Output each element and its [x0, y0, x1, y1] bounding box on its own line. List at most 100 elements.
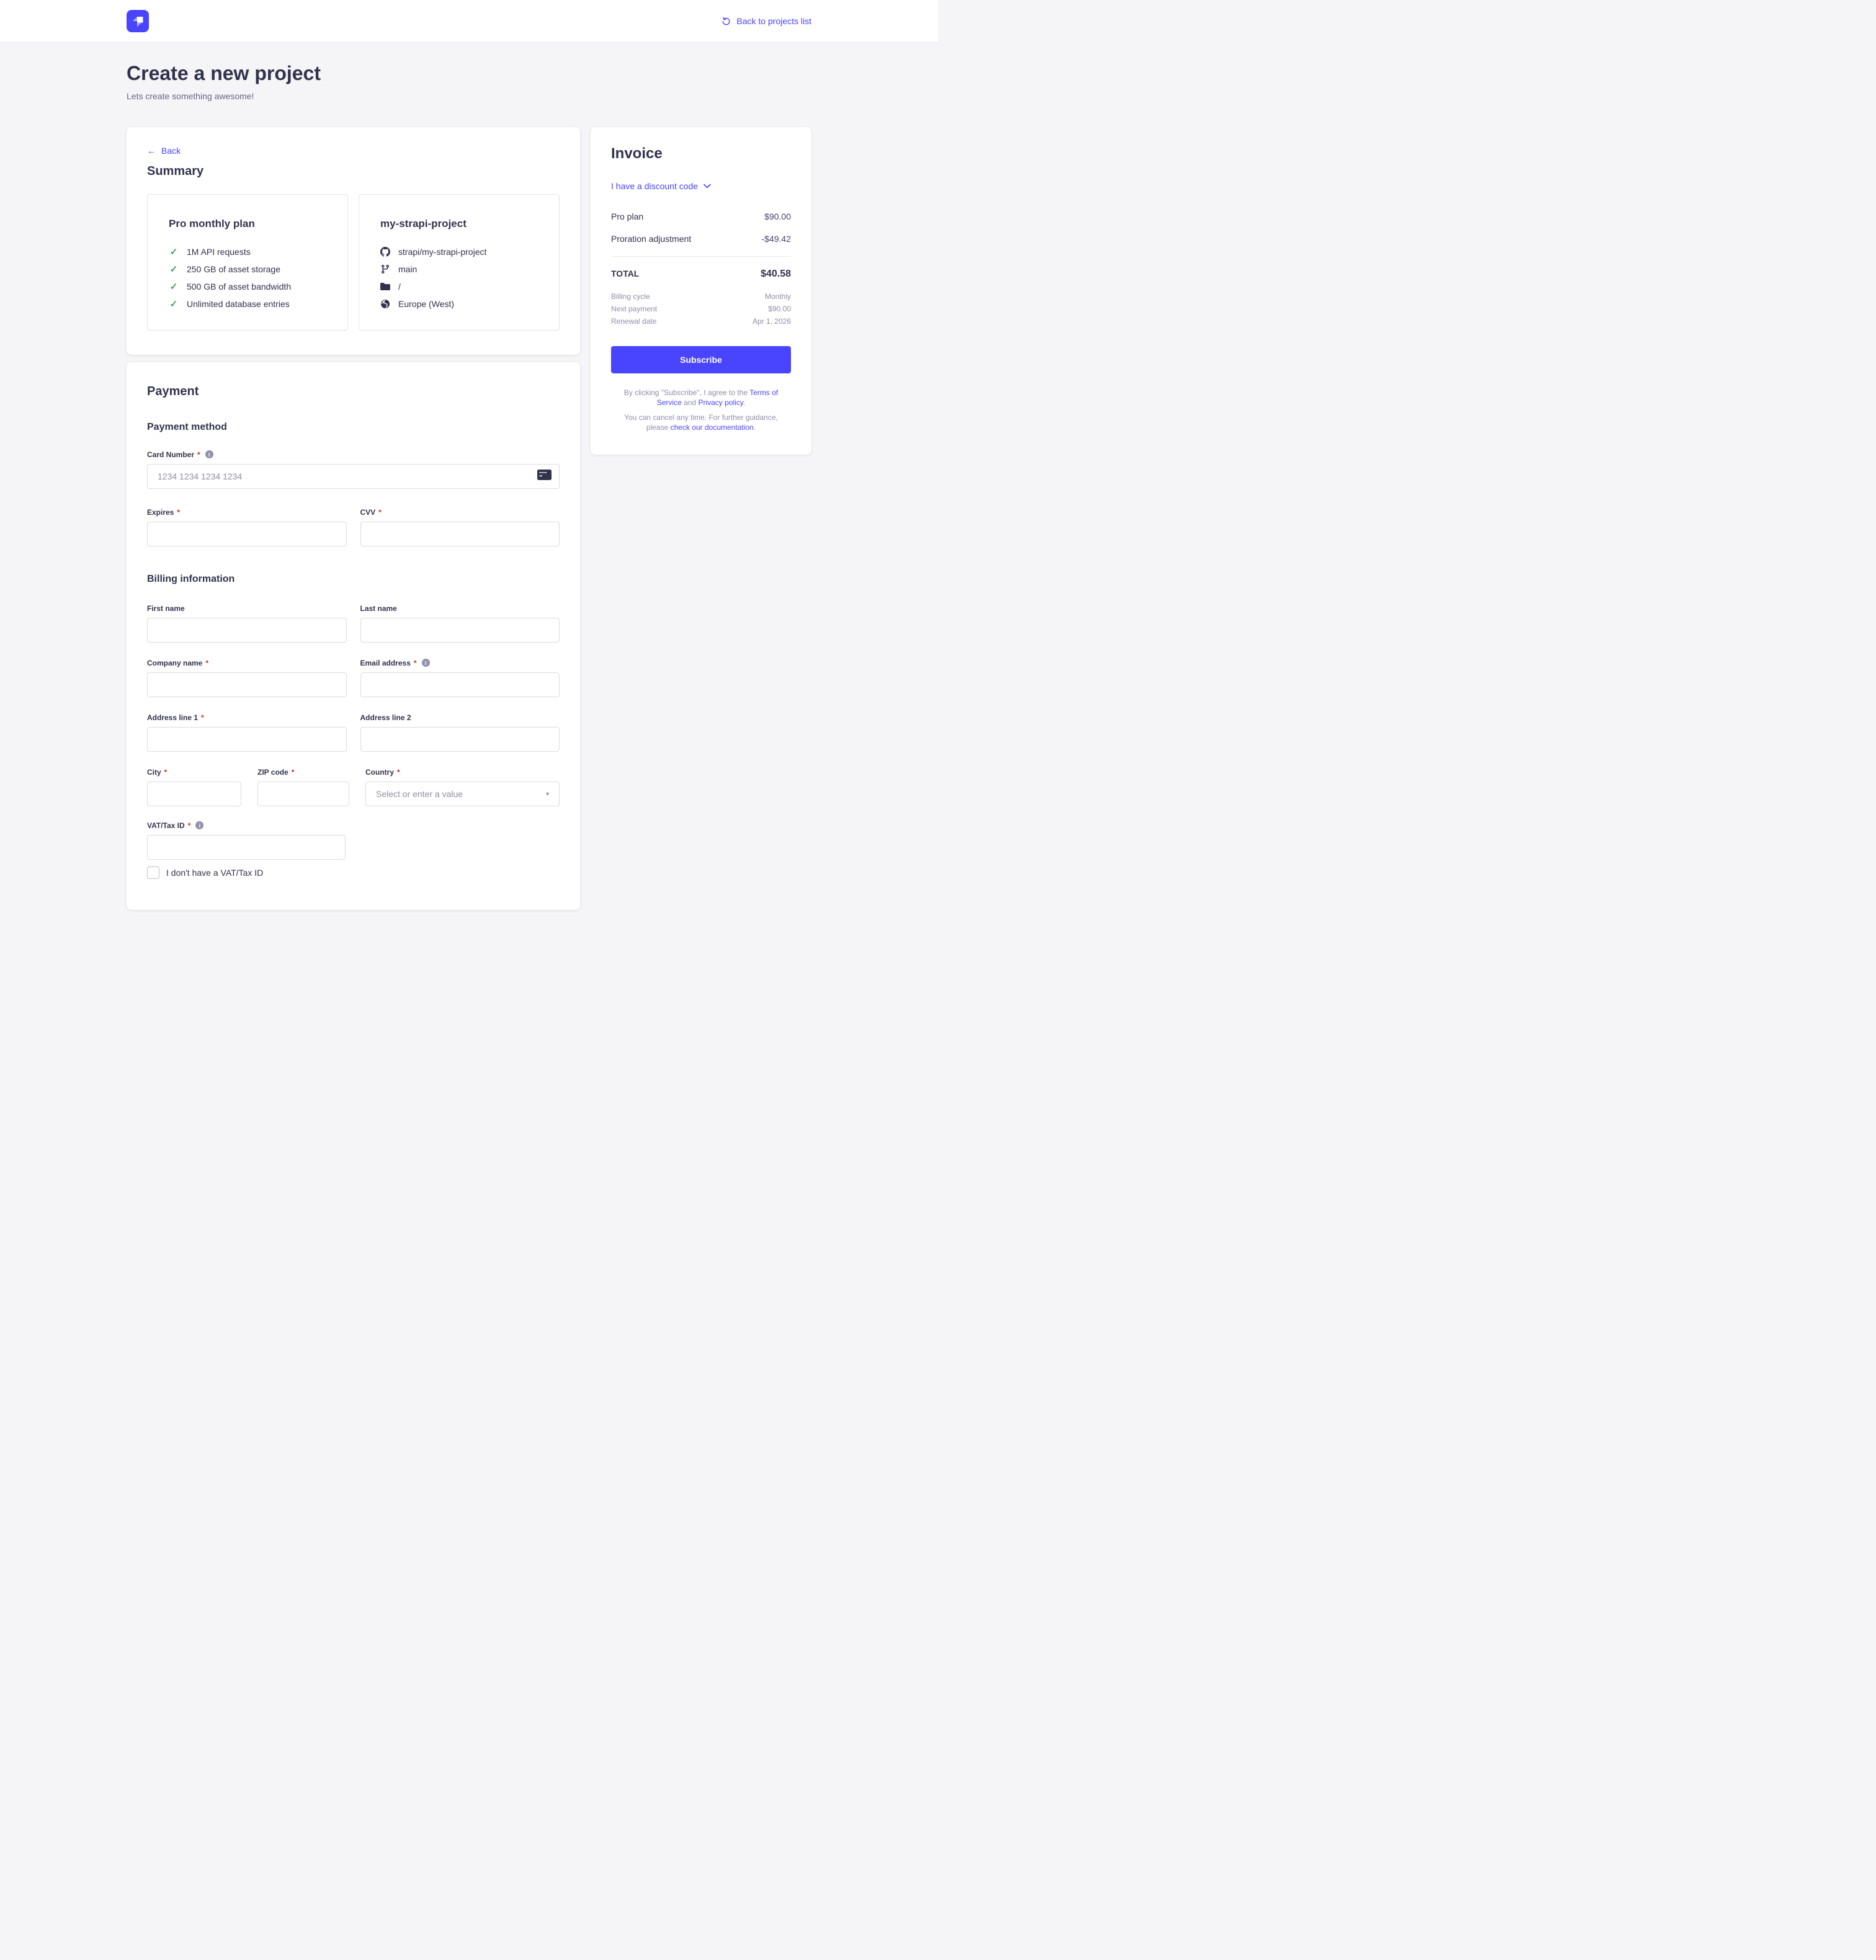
address2-label: Address line 2	[360, 713, 411, 722]
project-repo-label: strapi/my-strapi-project	[398, 247, 487, 257]
documentation-link[interactable]: check our documentation	[670, 423, 754, 432]
credit-card-icon	[537, 470, 552, 483]
project-region-label: Europe (West)	[398, 299, 454, 309]
back-link-label: Back	[161, 146, 181, 156]
back-link[interactable]: ← Back	[147, 146, 181, 156]
plan-feature-label: Unlimited database entries	[187, 299, 290, 309]
address2-input[interactable]	[360, 727, 560, 752]
address1-group: Address line 1 *	[147, 713, 347, 752]
invoice-detail-row: Billing cycle Monthly	[611, 290, 791, 303]
terms-of-service-link[interactable]: Terms of Service	[656, 388, 779, 407]
required-marker: *	[197, 450, 200, 459]
terms-middle: and	[681, 398, 699, 407]
project-repo-row: strapi/my-strapi-project	[380, 243, 538, 261]
expires-group: Expires *	[147, 507, 347, 546]
vat-label: VAT/Tax ID	[147, 821, 185, 830]
plan-feature-label: 1M API requests	[187, 247, 251, 257]
country-select[interactable]: Select or enter a value ▼	[365, 782, 560, 806]
company-group: Company name *	[147, 658, 347, 697]
line-item-label: Proration adjustment	[611, 234, 692, 244]
required-marker: *	[378, 507, 382, 517]
cancel-suffix: .	[753, 423, 756, 432]
terms-suffix: .	[743, 398, 746, 407]
git-branch-icon	[380, 264, 390, 274]
check-icon: ✓	[169, 247, 178, 257]
github-icon	[380, 247, 390, 257]
discount-code-label: I have a discount code	[611, 181, 699, 191]
required-marker: *	[205, 658, 209, 667]
back-arrow-icon: ←	[147, 146, 156, 156]
last-name-input[interactable]	[360, 618, 560, 643]
address2-group: Address line 2	[360, 713, 560, 752]
summary-title: Summary	[147, 164, 204, 178]
back-to-projects-link[interactable]: Back to projects list	[721, 16, 811, 26]
required-marker: *	[201, 713, 204, 722]
globe-icon	[380, 299, 390, 309]
cvv-label: CVV	[360, 507, 376, 517]
required-marker: *	[164, 767, 168, 777]
required-marker: *	[187, 821, 191, 830]
line-item-label: Pro plan	[611, 212, 644, 221]
first-name-input[interactable]	[147, 618, 347, 643]
strapi-logo-icon	[127, 10, 149, 32]
detail-value: $90.00	[768, 305, 791, 313]
no-vat-checkbox-label[interactable]: I don't have a VAT/Tax ID	[166, 868, 264, 878]
cancel-text: You can cancel any time. For further gui…	[617, 412, 785, 432]
chevron-down-icon	[704, 184, 711, 189]
invoice-detail-row: Next payment $90.00	[611, 303, 791, 315]
discount-code-toggle[interactable]: I have a discount code	[611, 181, 711, 191]
project-directory-row: /	[380, 278, 538, 295]
plan-feature-label: 250 GB of asset storage	[187, 264, 280, 274]
detail-value: Monthly	[764, 292, 791, 301]
folder-icon	[380, 282, 390, 292]
info-icon[interactable]: i	[421, 659, 430, 667]
company-input[interactable]	[147, 672, 347, 697]
plan-feature-label: 500 GB of asset bandwidth	[187, 282, 292, 292]
detail-value: Apr 1, 2026	[752, 317, 791, 326]
vat-input[interactable]	[147, 835, 346, 860]
project-region-row: Europe (West)	[380, 295, 538, 313]
address1-label: Address line 1	[147, 713, 199, 722]
zip-label: ZIP code	[257, 767, 288, 777]
info-icon[interactable]: i	[205, 450, 213, 458]
city-group: City *	[147, 767, 241, 806]
country-group: Country * Select or enter a value ▼	[365, 767, 560, 806]
first-name-label: First name	[147, 604, 185, 613]
zip-group: ZIP code *	[257, 767, 349, 806]
detail-label: Renewal date	[611, 317, 657, 326]
address1-input[interactable]	[147, 727, 347, 752]
cancel-prefix: You can cancel any time. For further gui…	[624, 413, 778, 432]
check-icon: ✓	[169, 282, 178, 292]
invoice-detail-row: Renewal date Apr 1, 2026	[611, 315, 791, 327]
line-item-value: -$49.42	[761, 234, 791, 244]
invoice-card: Invoice I have a discount code Pro plan …	[591, 127, 811, 455]
expires-input[interactable]	[147, 522, 347, 546]
city-input[interactable]	[147, 782, 241, 806]
last-name-label: Last name	[360, 604, 397, 613]
no-vat-checkbox[interactable]	[147, 866, 159, 879]
page-subtitle: Lets create something awesome!	[127, 91, 254, 101]
card-number-input[interactable]	[147, 464, 560, 489]
email-input[interactable]	[360, 672, 560, 697]
email-group: Email address * i	[360, 658, 560, 697]
privacy-policy-link[interactable]: Privacy policy	[698, 398, 743, 407]
city-label: City	[147, 767, 161, 777]
plan-feature: ✓ 250 GB of asset storage	[169, 261, 326, 278]
summary-card: ← Back Summary Pro monthly plan ✓ 1M API…	[127, 127, 580, 355]
country-label: Country	[365, 767, 394, 777]
invoice-divider	[611, 256, 791, 257]
email-label: Email address	[360, 658, 411, 667]
subscribe-button[interactable]: Subscribe	[611, 346, 791, 373]
invoice-line-item: Pro plan $90.00	[611, 212, 791, 221]
card-number-label: Card Number	[147, 450, 195, 459]
first-name-group: First name	[147, 604, 347, 643]
total-value: $40.58	[761, 269, 791, 279]
info-icon[interactable]: i	[195, 821, 204, 829]
detail-label: Billing cycle	[611, 292, 650, 301]
cvv-input[interactable]	[360, 522, 560, 546]
chevron-down-icon: ▼	[545, 791, 550, 797]
card-number-group: Card Number * i	[147, 450, 560, 489]
zip-input[interactable]	[257, 782, 349, 806]
plan-card: Pro monthly plan ✓ 1M API requests ✓ 250…	[147, 194, 348, 331]
return-arrow-icon	[721, 17, 731, 26]
